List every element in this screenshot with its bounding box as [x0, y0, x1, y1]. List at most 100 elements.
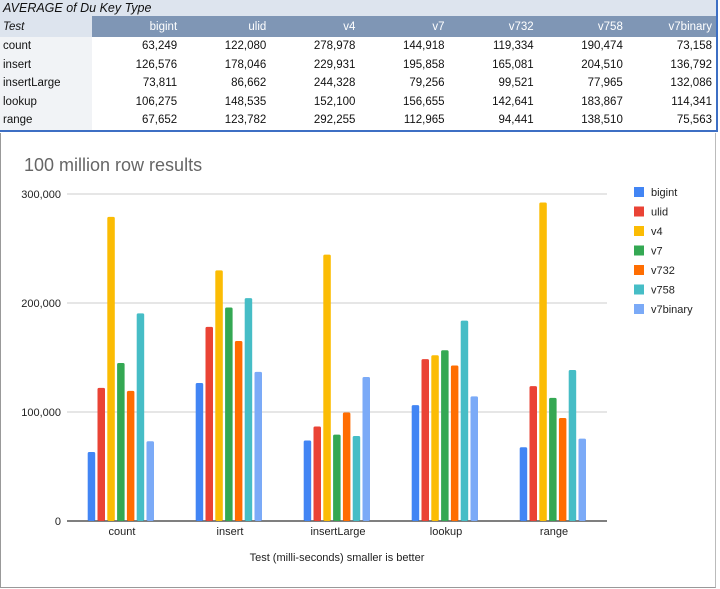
- pivot-cell[interactable]: 77,965: [587, 77, 623, 90]
- pivot-cell[interactable]: 195,858: [402, 58, 445, 71]
- bar-lookup-v7[interactable]: [441, 350, 449, 521]
- pivot-title: AVERAGE of Du Key Type: [0, 0, 716, 16]
- pivot-cell[interactable]: 94,441: [448, 111, 538, 132]
- pivot-cell[interactable]: 112,965: [359, 111, 449, 132]
- legend-label-v7binary[interactable]: v7binary: [651, 304, 693, 316]
- legend-swatch-v7binary: [634, 304, 644, 314]
- pivot-col-header[interactable]: v732: [448, 16, 538, 37]
- pivot-cell[interactable]: 73,811: [142, 77, 178, 90]
- bar-insert-v7binary[interactable]: [254, 371, 263, 521]
- bar-count-v758[interactable]: [136, 313, 145, 521]
- pivot-col-header[interactable]: v7binary: [626, 16, 716, 37]
- pivot-cell[interactable]: 183,867: [581, 95, 623, 108]
- pivot-cell[interactable]: 67,652: [92, 111, 182, 132]
- pivot-cell[interactable]: 204,510: [581, 58, 623, 71]
- bar-range-v7[interactable]: [549, 397, 557, 521]
- bar-range-v4[interactable]: [539, 202, 547, 521]
- pivot-cell[interactable]: 142,641: [492, 95, 534, 108]
- pivot-cell[interactable]: 75,563: [626, 111, 716, 132]
- pivot-col-header[interactable]: v4: [270, 16, 360, 37]
- bar-count-v4[interactable]: [107, 216, 115, 521]
- legend-swatch-v732: [634, 265, 644, 275]
- bar-count-bigint[interactable]: [87, 452, 96, 521]
- pivot-cell[interactable]: 126,576: [135, 58, 178, 71]
- bar-insert-v4[interactable]: [215, 270, 223, 521]
- pivot-cell[interactable]: 86,662: [231, 77, 267, 90]
- pivot-row-label[interactable]: count: [0, 37, 92, 56]
- bar-range-v7binary[interactable]: [578, 438, 587, 521]
- pivot-col-header[interactable]: bigint: [92, 16, 182, 37]
- pivot-cell[interactable]: 156,655: [402, 95, 445, 108]
- bar-insertLarge-v732[interactable]: [342, 412, 351, 521]
- legend-label-v732[interactable]: v732: [651, 265, 675, 277]
- bar-range-ulid[interactable]: [529, 386, 538, 521]
- pivot-row-label[interactable]: range: [0, 111, 92, 132]
- pivot-cell[interactable]: 144,918: [402, 40, 445, 53]
- bar-insertLarge-ulid[interactable]: [313, 426, 322, 521]
- pivot-cell[interactable]: 122,080: [224, 40, 267, 53]
- bar-insert-v7[interactable]: [225, 307, 233, 521]
- pivot-cell[interactable]: 244,328: [313, 77, 356, 90]
- bar-insert-v732[interactable]: [234, 341, 243, 521]
- pivot-cell[interactable]: 79,256: [409, 77, 445, 90]
- pivot-col-header[interactable]: v7: [359, 16, 449, 37]
- pivot-row-label[interactable]: insert: [0, 55, 92, 74]
- bar-lookup-bigint[interactable]: [411, 405, 420, 521]
- legend-label-bigint[interactable]: bigint: [651, 187, 677, 199]
- pivot-cell[interactable]: 165,081: [492, 58, 534, 71]
- pivot-cell[interactable]: 138,510: [537, 111, 627, 132]
- pivot-cell[interactable]: 132,086: [670, 77, 712, 90]
- x-tick-label: insert: [217, 526, 244, 538]
- bar-lookup-v4[interactable]: [431, 355, 439, 521]
- pivot-row-header[interactable]: Test: [0, 16, 92, 37]
- pivot-cell[interactable]: 152,100: [313, 95, 356, 108]
- bar-insert-bigint[interactable]: [195, 383, 204, 521]
- pivot-col-header[interactable]: ulid: [181, 16, 271, 37]
- chart-frame[interactable]: [0, 133, 716, 588]
- bar-range-bigint[interactable]: [519, 447, 528, 521]
- pivot-col-header[interactable]: v758: [537, 16, 627, 37]
- legend-swatch-v7: [634, 245, 644, 256]
- pivot-cell[interactable]: 178,046: [224, 58, 267, 71]
- bar-insertLarge-v4[interactable]: [323, 254, 331, 521]
- legend-label-v7[interactable]: v7: [651, 246, 663, 258]
- pivot-cell[interactable]: 190,474: [581, 40, 623, 53]
- pivot-cell[interactable]: 119,334: [492, 40, 534, 53]
- bar-lookup-v7binary[interactable]: [470, 396, 479, 521]
- pivot-cell[interactable]: 99,521: [498, 77, 534, 90]
- bar-range-v732[interactable]: [558, 418, 567, 521]
- bar-count-v7[interactable]: [117, 363, 125, 521]
- pivot-row-label[interactable]: insertLarge: [0, 74, 92, 93]
- bar-range-v758[interactable]: [568, 370, 577, 521]
- bar-lookup-ulid[interactable]: [421, 359, 430, 521]
- pivot-cell[interactable]: 278,978: [313, 40, 356, 53]
- pivot-cell[interactable]: 63,249: [141, 40, 178, 53]
- legend-swatch-v4: [634, 226, 644, 236]
- bar-count-ulid[interactable]: [97, 387, 106, 521]
- pivot-cell[interactable]: 136,792: [670, 58, 712, 71]
- bar-insertLarge-v7[interactable]: [333, 434, 341, 521]
- pivot-cell[interactable]: 229,931: [313, 58, 356, 71]
- pivot-cell[interactable]: 73,158: [676, 40, 712, 53]
- legend-label-ulid[interactable]: ulid: [651, 207, 668, 219]
- legend-swatch-bigint: [634, 187, 644, 197]
- bar-lookup-v732[interactable]: [450, 365, 459, 521]
- pivot-row-label[interactable]: lookup: [0, 92, 92, 111]
- bar-insertLarge-v7binary[interactable]: [362, 377, 371, 521]
- pivot-cell[interactable]: 292,255: [270, 111, 360, 132]
- bar-count-v7binary[interactable]: [146, 441, 155, 521]
- pivot-row: range 67,652 123,782 292,255 112,965 94,441 13…: [0, 111, 716, 132]
- legend-label-v4[interactable]: v4: [651, 226, 663, 238]
- bar-insertLarge-v758[interactable]: [352, 436, 361, 521]
- pivot-cell[interactable]: 148,535: [224, 95, 267, 108]
- pivot-cell[interactable]: 106,275: [135, 95, 178, 108]
- bar-insert-ulid[interactable]: [205, 326, 214, 521]
- legend-label-v758[interactable]: v758: [651, 285, 675, 297]
- bar-insert-v758[interactable]: [244, 298, 253, 521]
- bar-insertLarge-bigint[interactable]: [303, 440, 312, 521]
- bar-lookup-v758[interactable]: [460, 320, 469, 521]
- bar-count-v732[interactable]: [126, 390, 135, 521]
- pivot-cell[interactable]: 114,341: [671, 95, 712, 108]
- pivot-cell[interactable]: 123,782: [181, 111, 271, 132]
